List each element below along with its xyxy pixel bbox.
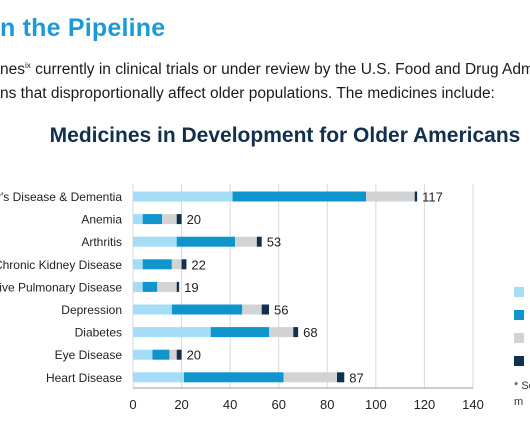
chart-title-text: Medicines in Development for Older Ameri… xyxy=(49,124,521,147)
bar-segment xyxy=(261,304,269,315)
footnote: * Se m xyxy=(514,378,530,410)
bar-segment xyxy=(142,259,172,270)
x-tick-label: 0 xyxy=(129,397,136,412)
bar-segment xyxy=(142,281,158,292)
bar-segment xyxy=(269,327,294,338)
x-tick-label: 100 xyxy=(365,397,387,412)
page-heading: n the Pipeline xyxy=(0,14,166,42)
bar-segment xyxy=(133,372,184,383)
x-tick-label: 60 xyxy=(271,397,285,412)
legend-swatch xyxy=(514,287,524,297)
footnote-superscript: ix xyxy=(25,60,31,70)
x-tick-label: 80 xyxy=(320,397,334,412)
bar-segment xyxy=(133,349,153,360)
x-tick-label: 20 xyxy=(174,397,188,412)
bar-segment xyxy=(283,372,337,383)
bar-segment xyxy=(256,236,262,247)
legend-swatch xyxy=(514,310,524,320)
intro-line-1-rest: currently in clinical trials or under re… xyxy=(30,61,530,78)
footnote-line-1: * Se xyxy=(514,380,530,392)
total-label: 117 xyxy=(422,190,443,205)
intro-line-2: ns that disproportionally affect older p… xyxy=(0,85,495,102)
bar-segment xyxy=(293,327,299,338)
category-label: Diabetes xyxy=(75,326,122,340)
bar-segment xyxy=(181,259,187,270)
x-tick-label: 120 xyxy=(414,397,436,412)
total-label: 20 xyxy=(187,212,201,227)
x-tick-label: 40 xyxy=(223,397,237,412)
bar-segment xyxy=(133,281,143,292)
intro-text: nesix currently in clinical trials or un… xyxy=(0,58,530,106)
total-label: 87 xyxy=(349,370,363,385)
intro-line-1: nesix currently in clinical trials or un… xyxy=(0,58,530,82)
bar-segment xyxy=(157,281,177,292)
intro-line-1-start: nes xyxy=(0,61,25,78)
bar-segment xyxy=(235,236,257,247)
category-label: Arthritis xyxy=(81,235,122,249)
footnote-line-2: m xyxy=(514,396,524,408)
total-label: 20 xyxy=(187,348,201,363)
bar-segment xyxy=(133,236,177,247)
bar-segment xyxy=(133,191,233,202)
total-label: 53 xyxy=(267,235,281,250)
x-tick-label: 140 xyxy=(462,397,484,412)
bar-segment xyxy=(133,214,143,225)
bar-segment xyxy=(171,259,182,270)
bar-segment xyxy=(169,349,177,360)
bar-segment xyxy=(133,304,172,315)
category-label: Depression xyxy=(61,303,122,317)
bar-segment xyxy=(242,304,262,315)
category-label: Heart Disease xyxy=(46,371,122,385)
category-label: Anemia xyxy=(81,213,122,227)
bar-segment xyxy=(176,214,182,225)
bar-segment xyxy=(133,259,143,270)
category-label: Chronic Kidney Disease xyxy=(0,258,122,272)
total-label: 68 xyxy=(303,325,317,340)
bar-segment xyxy=(337,372,345,383)
total-label: 22 xyxy=(191,257,205,272)
chart-title: Medicines in Development for Older Ameri… xyxy=(0,124,530,148)
bar-segment xyxy=(366,191,415,202)
legend-swatch xyxy=(514,333,524,343)
bar-segment xyxy=(232,191,367,202)
bar-segment xyxy=(414,191,418,202)
category-label: Eye Disease xyxy=(55,348,123,362)
bar-segment xyxy=(184,372,284,383)
category-label: ive Pulmonary Disease xyxy=(0,280,122,294)
bar-segment xyxy=(162,214,177,225)
category-label: r's Disease & Dementia xyxy=(0,190,122,204)
total-label: 56 xyxy=(274,303,288,318)
bar-segment xyxy=(133,327,211,338)
legend-swatch xyxy=(514,356,524,366)
bar-segment xyxy=(176,281,180,292)
bar-segment xyxy=(142,214,163,225)
bar-segment xyxy=(176,349,182,360)
bar-segment xyxy=(152,349,170,360)
bar-segment xyxy=(171,304,243,315)
bar-segment xyxy=(176,236,235,247)
bar-segment xyxy=(210,327,269,338)
total-label: 19 xyxy=(184,280,198,295)
